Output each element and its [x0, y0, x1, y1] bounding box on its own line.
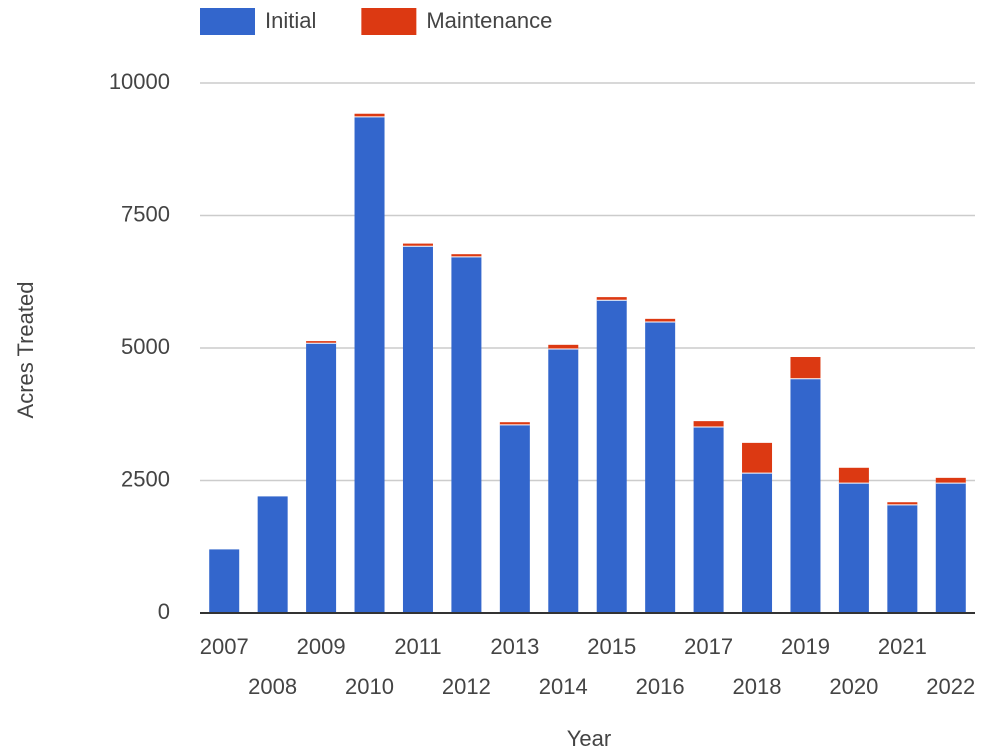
x-tick-label: 2012: [442, 674, 491, 699]
legend-swatch: [200, 8, 255, 35]
x-tick-label: 2011: [394, 634, 441, 659]
bar-segment: [596, 297, 627, 301]
bar-segment: [354, 116, 385, 614]
y-tick-label: 0: [158, 599, 170, 624]
x-tick-label: 2017: [684, 634, 733, 659]
bar-segment: [402, 246, 433, 614]
y-tick-label: 2500: [121, 466, 170, 491]
x-tick-label: 2007: [200, 634, 249, 659]
bar-segment: [209, 549, 240, 613]
bar-segment: [887, 502, 918, 505]
y-tick-label: 7500: [121, 201, 170, 226]
bar-segment: [548, 344, 579, 350]
y-axis-title: Acres Treated: [13, 282, 38, 419]
x-tick-label: 2010: [345, 674, 394, 699]
x-tick-label: 2013: [490, 634, 539, 659]
bar-segment: [451, 256, 482, 613]
bar-segment: [935, 483, 966, 613]
legend-label: Initial: [265, 8, 316, 33]
bar-segment: [645, 322, 676, 613]
x-tick-label: 2021: [878, 634, 927, 659]
bar-segment: [306, 341, 337, 344]
bar-segment: [451, 254, 482, 257]
bar-segment: [645, 318, 676, 323]
bar-segment: [596, 300, 627, 613]
bar-segment: [499, 422, 530, 425]
legend-swatch: [361, 8, 417, 35]
x-tick-label: 2016: [636, 674, 685, 699]
bar-segment: [838, 467, 869, 484]
bar-segment: [790, 357, 821, 379]
bar-segment: [306, 343, 337, 613]
bar-segment: [742, 473, 773, 613]
x-tick-label: 2018: [733, 674, 782, 699]
bar-segment: [790, 378, 821, 613]
x-tick-label: 2009: [297, 634, 346, 659]
bar-segment: [887, 504, 918, 613]
legend-label: Maintenance: [426, 8, 552, 33]
bar-segment: [402, 243, 433, 247]
bar-segment: [935, 477, 966, 484]
y-tick-label: 5000: [121, 334, 170, 359]
x-tick-label: 2015: [587, 634, 636, 659]
bar-segment: [548, 349, 579, 613]
x-tick-label: 2014: [539, 674, 588, 699]
x-tick-label: 2020: [829, 674, 878, 699]
bar-segment: [257, 496, 288, 613]
bar-segment: [838, 483, 869, 613]
bar-segment: [693, 421, 724, 427]
bar-segment: [742, 442, 773, 474]
bar-segment: [693, 426, 724, 613]
x-tick-label: 2019: [781, 634, 830, 659]
x-tick-label: 2008: [248, 674, 297, 699]
x-tick-label: 2022: [926, 674, 975, 699]
bar-segment: [354, 113, 385, 117]
y-tick-label: 10000: [109, 69, 170, 94]
bar-segment: [499, 424, 530, 613]
x-axis-title: Year: [567, 726, 611, 751]
